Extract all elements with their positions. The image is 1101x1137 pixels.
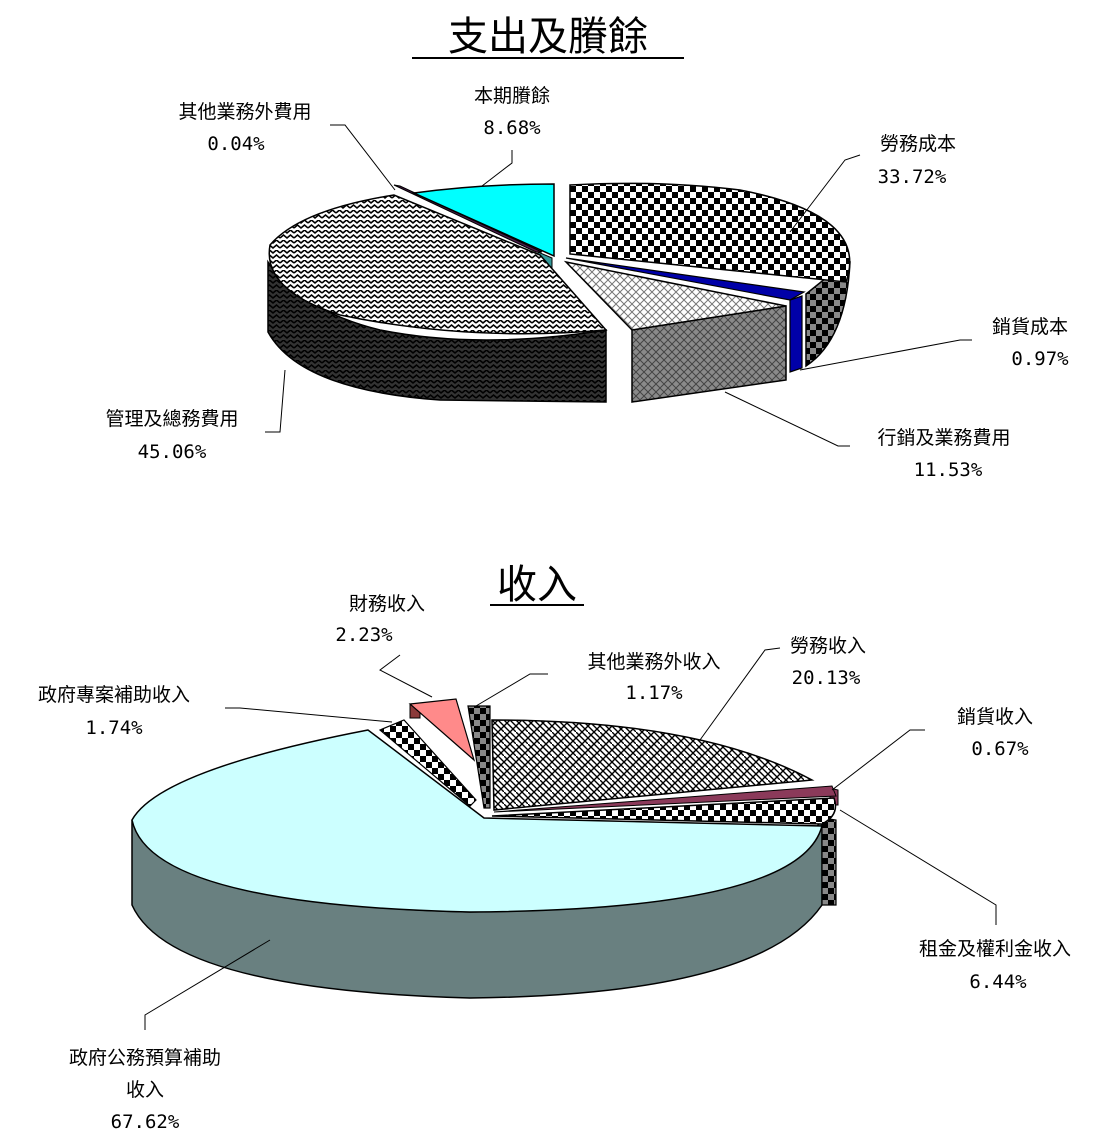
slice-top-rent: [491, 797, 837, 825]
leader-finance: [379, 654, 433, 698]
value-sales: 0.67%: [971, 738, 1029, 760]
slice-top-gov-project: [378, 719, 477, 807]
value-admin: 45.06%: [138, 441, 207, 463]
value-other-nonop-expense: 0.04%: [207, 133, 265, 155]
slice-top-admin: [268, 194, 608, 335]
label-rent: 租金及權利金收入: [919, 938, 1071, 960]
slice-top-cogs: [565, 257, 806, 301]
value-gov-budget: 67.62%: [111, 1111, 180, 1133]
value-other-nonop-income: 1.17%: [625, 682, 683, 704]
leader-surplus: [481, 150, 513, 187]
value-marketing: 11.53%: [914, 459, 983, 481]
label-sales: 銷貨收入: [957, 706, 1033, 728]
leader-other-nonop-expense: [330, 124, 396, 191]
slice-top-finance: [408, 698, 476, 762]
pie-chart-income: 財務收入 2.23% 其他業務外收入 1.17% 勞務收入 20.13% 銷貨收…: [38, 593, 1071, 1133]
label-gov-budget-line2: 收入: [126, 1079, 164, 1101]
label-labor-income: 勞務收入: [790, 635, 866, 657]
slice-top-surplus: [411, 183, 555, 258]
slice-top-marketing: [563, 260, 787, 331]
leader-admin: [265, 369, 286, 433]
leader-labor-income: [699, 647, 781, 741]
slice-top-other-nonop-expense: [393, 184, 543, 253]
slice-side-admin: [267, 259, 607, 403]
value-rent: 6.44%: [969, 971, 1027, 993]
chart-title-expenditure: 支出及賸餘: [448, 14, 648, 60]
leader-marketing: [724, 391, 850, 447]
leader-gov-project: [225, 707, 393, 723]
slice-top-gov-budget: [131, 729, 823, 913]
leader-cogs: [799, 339, 972, 371]
value-surplus: 8.68%: [483, 117, 541, 139]
leader-labor-cost: [789, 154, 861, 233]
label-surplus: 本期賸餘: [474, 85, 550, 107]
slice-top-labor-cost: [569, 182, 851, 283]
value-labor-cost: 33.72%: [878, 166, 947, 188]
slice-top-other-nonop-income: [467, 705, 491, 809]
label-admin: 管理及總務費用: [105, 408, 238, 430]
leader-rent: [839, 809, 997, 925]
label-cogs: 銷貨成本: [992, 316, 1068, 338]
value-finance: 2.23%: [335, 624, 393, 646]
value-labor-income: 20.13%: [792, 667, 861, 689]
label-finance: 財務收入: [349, 593, 425, 615]
label-labor-cost: 勞務成本: [880, 133, 956, 155]
slice-side-rent: [821, 817, 837, 906]
label-gov-project: 政府專案補助收入: [38, 684, 190, 706]
pie-chart-expenditure: 本期賸餘 8.68% 其他業務外費用 0.04% 勞務成本 33.72% 銷貨成…: [105, 85, 1069, 481]
label-other-nonop-expense: 其他業務外費用: [178, 101, 311, 123]
chart-title-income: 收入: [497, 562, 577, 608]
leader-sales: [831, 729, 925, 791]
value-gov-project: 1.74%: [85, 717, 143, 739]
value-cogs: 0.97%: [1011, 348, 1069, 370]
slice-top-labor-income: [491, 719, 815, 811]
slice-top-sales: [493, 785, 837, 813]
slice-side-cogs: [789, 295, 803, 373]
leader-other-nonop-income: [475, 673, 548, 707]
label-marketing: 行銷及業務費用: [877, 427, 1010, 449]
label-gov-budget-line1: 政府公務預算補助: [69, 1047, 221, 1069]
label-other-nonop-income: 其他業務外收入: [587, 651, 720, 673]
leader-gov-budget: [144, 939, 271, 1030]
